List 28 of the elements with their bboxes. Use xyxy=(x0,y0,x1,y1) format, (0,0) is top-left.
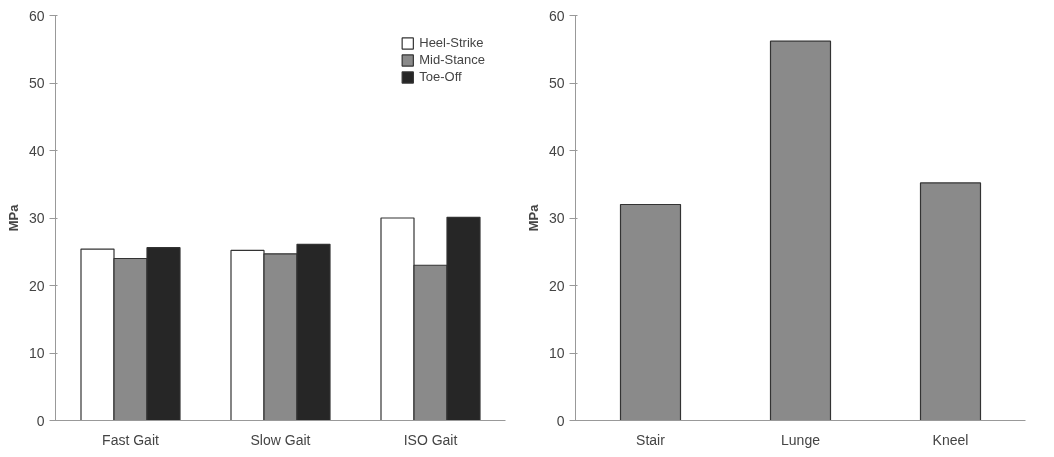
x-tick-label: Fast Gait xyxy=(102,431,160,448)
legend-label: Mid-Stance xyxy=(419,52,485,67)
bar xyxy=(919,182,982,421)
y-tick-label: 40 xyxy=(548,142,565,159)
x-tick-label: Slow Gait xyxy=(250,431,311,448)
y-tick-label: 30 xyxy=(548,210,565,226)
y-axis-title: MPa xyxy=(5,203,21,232)
y-tick-label: 60 xyxy=(28,7,45,24)
legend-label: Heel-Strike xyxy=(419,35,484,50)
legend-label: Toe-Off xyxy=(419,69,462,84)
x-tick-label: Stair xyxy=(636,431,666,448)
y-tick-label: 10 xyxy=(28,345,45,361)
y-tick-label: 50 xyxy=(28,75,45,91)
y-tick-label: 0 xyxy=(556,412,565,429)
y-axis-title: MPa xyxy=(525,203,541,232)
y-tick-label: 20 xyxy=(548,277,565,294)
x-tick-label: Lunge xyxy=(781,431,821,448)
y-tick-label: 10 xyxy=(548,345,565,361)
y-tick-label: 50 xyxy=(548,75,565,91)
y-tick-label: 30 xyxy=(28,210,45,226)
x-tick-label: ISO Gait xyxy=(403,431,458,448)
y-tick-label: 0 xyxy=(36,412,45,429)
y-tick-label: 20 xyxy=(28,277,45,294)
bar xyxy=(619,203,682,421)
y-tick-label: 40 xyxy=(28,142,45,159)
x-tick-label: Kneel xyxy=(932,431,969,448)
y-tick-label: 60 xyxy=(548,7,565,24)
bar xyxy=(769,40,832,421)
